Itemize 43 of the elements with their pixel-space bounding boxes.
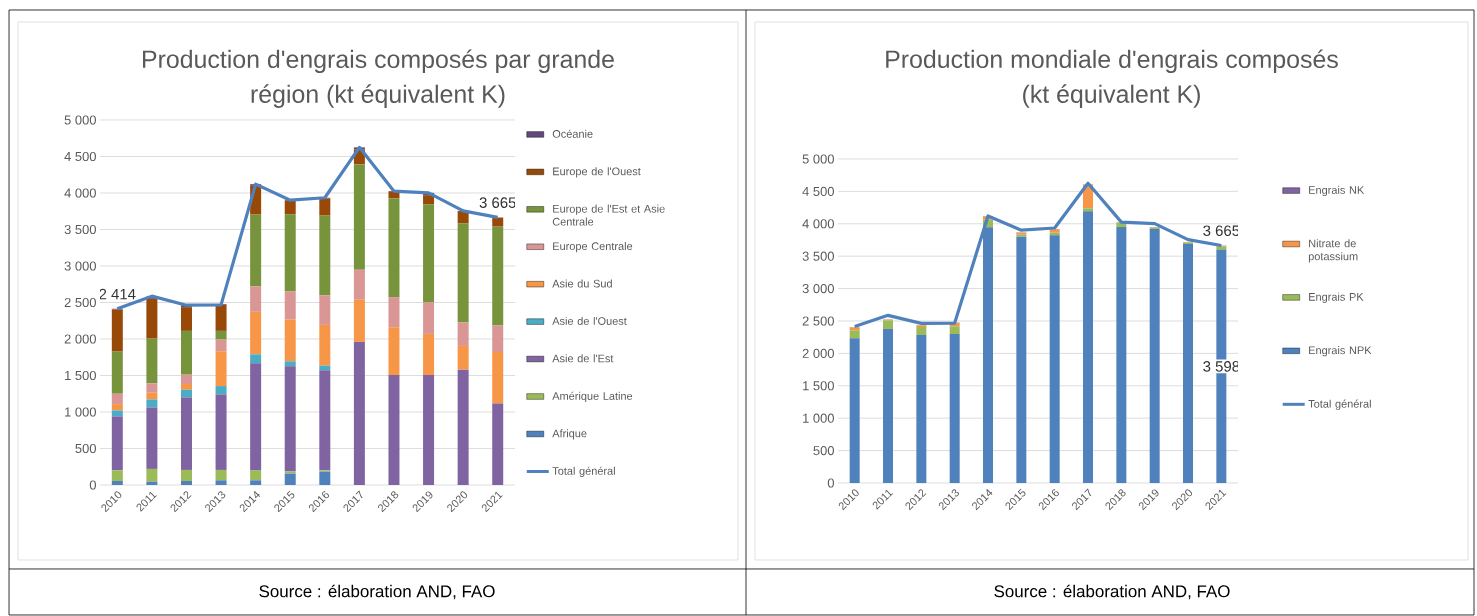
legend-label: Afrique xyxy=(552,429,587,440)
legend-label: Océanie xyxy=(552,129,593,138)
legend-label: Engrais NK xyxy=(1309,185,1365,197)
y-tick-label: 0 xyxy=(89,480,96,490)
y-tick-label: 4 500 xyxy=(802,186,834,196)
chart-title: Production mondiale d'engrais composés (kt équivalent K) xyxy=(886,49,1338,108)
legend-label: Asie de l'Ouest xyxy=(552,316,627,325)
y-tick-label: 1 500 xyxy=(65,370,96,381)
y-tick-label: 3 000 xyxy=(802,284,834,294)
legend-label: Total général xyxy=(1308,399,1371,410)
legend-label: Europe de l'Est et Asie Centrale xyxy=(552,204,665,226)
legend-label: Asie de l'Est xyxy=(552,354,614,363)
y-tick-label: 1 500 xyxy=(803,381,834,391)
y-tick-label: 5 000 xyxy=(802,154,834,164)
chart-title: Production d'engrais composés par grande région (kt équivalent K) xyxy=(143,49,614,108)
data-label: 3 665 xyxy=(479,197,516,208)
y-tick-label: 3 000 xyxy=(64,261,96,271)
y-tick-label: 3 500 xyxy=(802,251,834,261)
legend-label: Engrais NPK xyxy=(1309,346,1372,357)
y-tick-label: 500 xyxy=(813,446,834,456)
source-note: Source : élaboration AND, FAO xyxy=(259,584,495,600)
y-tick-label: 500 xyxy=(75,443,96,454)
y-tick-label: 2 000 xyxy=(802,348,834,358)
legend-label: Nitrate de potassium xyxy=(1308,239,1358,263)
source-note: Source : élaboration AND, FAO xyxy=(994,584,1230,600)
legend-label: Engrais PK xyxy=(1309,292,1364,303)
y-tick-label: 4 000 xyxy=(64,188,96,198)
y-tick-label: 5 000 xyxy=(64,115,96,125)
y-tick-label: 1 000 xyxy=(803,413,834,423)
data-label: 2 414 xyxy=(99,288,136,300)
y-tick-label: 2 000 xyxy=(64,334,96,344)
y-tick-label: 1 000 xyxy=(65,407,96,417)
y-tick-label: 4 000 xyxy=(802,219,834,229)
legend-label: Asie du Sud xyxy=(552,279,612,288)
legend-label: Europe Centrale xyxy=(553,242,633,253)
legend-label: Total général xyxy=(552,466,615,478)
legend-label: Europe de l'Ouest xyxy=(553,167,641,178)
y-tick-label: 2 500 xyxy=(802,316,834,326)
y-tick-label: 3 500 xyxy=(64,224,96,235)
y-tick-label: 4 500 xyxy=(64,151,96,162)
y-tick-label: 0 xyxy=(827,478,834,488)
y-tick-label: 2 500 xyxy=(64,297,96,308)
legend-label: Amérique Latine xyxy=(552,391,633,403)
